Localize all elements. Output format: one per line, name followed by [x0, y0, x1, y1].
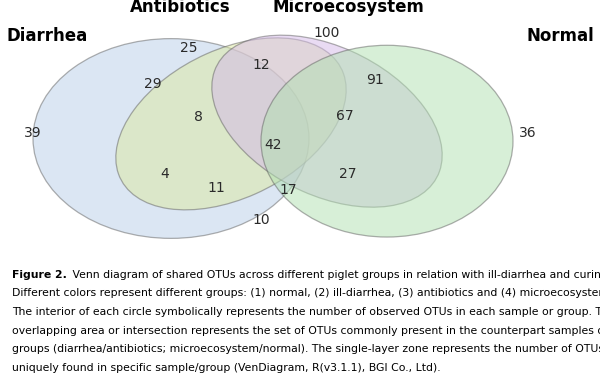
Text: 91: 91	[366, 73, 384, 87]
Text: 100: 100	[314, 26, 340, 40]
Text: Diarrhea: Diarrhea	[6, 27, 87, 45]
Text: 17: 17	[279, 183, 297, 197]
Text: The interior of each circle symbolically represents the number of observed OTUs : The interior of each circle symbolically…	[12, 307, 600, 317]
Text: 8: 8	[194, 110, 202, 124]
Text: Figure 2.: Figure 2.	[12, 270, 67, 280]
Text: Antibiotics: Antibiotics	[130, 0, 230, 16]
Text: 27: 27	[339, 168, 357, 181]
Text: Different colors represent different groups: (1) normal, (2) ill-diarrhea, (3) a: Different colors represent different gro…	[12, 288, 600, 298]
Text: 67: 67	[336, 109, 354, 123]
Text: 29: 29	[144, 77, 162, 91]
Ellipse shape	[116, 38, 346, 210]
Text: uniquely found in specific sample/group (VenDiagram, R(v3.1.1), BGI Co., Ltd).: uniquely found in specific sample/group …	[12, 363, 440, 372]
Text: 4: 4	[161, 168, 169, 181]
Text: Venn diagram of shared OTUs across different piglet groups in relation with ill-: Venn diagram of shared OTUs across diffe…	[62, 270, 600, 280]
Text: 42: 42	[264, 138, 282, 152]
Ellipse shape	[33, 39, 309, 239]
Text: Microecosystem: Microecosystem	[272, 0, 424, 16]
Text: Normal: Normal	[526, 27, 594, 45]
Text: 39: 39	[24, 126, 42, 140]
Text: 36: 36	[519, 126, 537, 140]
Ellipse shape	[261, 45, 513, 237]
Ellipse shape	[212, 35, 442, 207]
Text: 25: 25	[180, 41, 198, 55]
Text: 10: 10	[252, 213, 270, 227]
Text: 11: 11	[207, 181, 225, 195]
Text: 12: 12	[252, 58, 270, 72]
Text: overlapping area or intersection represents the set of OTUs commonly present in : overlapping area or intersection represe…	[12, 325, 600, 335]
Text: groups (diarrhea/antibiotics; microecosystem/normal). The single-layer zone repr: groups (diarrhea/antibiotics; microecosy…	[12, 344, 600, 354]
